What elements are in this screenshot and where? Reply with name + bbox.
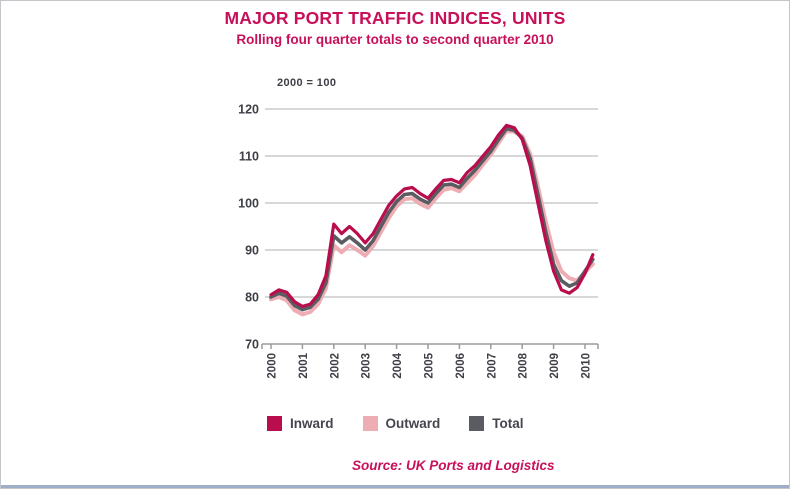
x-axis-label-2009: 2009 bbox=[549, 353, 561, 379]
y-axis-label-110: 110 bbox=[239, 150, 259, 164]
total-swatch-icon bbox=[469, 416, 485, 431]
line-chart: 70 80 90 100 110 120 2000 2001 2002 2003 2004 2005 2… bbox=[238, 103, 599, 379]
page-subtitle: Rolling four quarter totals to second qu… bbox=[236, 32, 554, 47]
plot-area: 70 80 90 100 110 120 2000 2001 2002 2003 2004 2005 2… bbox=[229, 79, 614, 414]
y-axis-label-120: 120 bbox=[238, 103, 259, 117]
x-axis-label-2004: 2004 bbox=[392, 352, 404, 378]
x-axis-label-2000: 2000 bbox=[267, 353, 279, 379]
series-line-inward bbox=[269, 123, 595, 308]
y-axis-label-100: 100 bbox=[238, 197, 259, 211]
x-axis-label-2007: 2007 bbox=[486, 353, 498, 379]
page-title: MAJOR PORT TRAFFIC INDICES, UNITS bbox=[224, 8, 566, 28]
source-text: UK Ports and Logistics bbox=[406, 458, 555, 473]
y-axis-label-70: 70 bbox=[245, 338, 259, 352]
inward-swatch-icon bbox=[267, 416, 282, 431]
legend: Inward Outward Total bbox=[267, 416, 524, 431]
source-prefix: Source: bbox=[352, 458, 403, 473]
source-line: Source: UK Ports and Logistics bbox=[352, 458, 555, 473]
y-axis-label-90: 90 bbox=[245, 244, 259, 258]
x-axis-label-2006: 2006 bbox=[455, 353, 467, 379]
bottom-accent-strip bbox=[1, 485, 789, 488]
legend-item-inward: Inward bbox=[267, 416, 334, 431]
x-axis-label-2003: 2003 bbox=[361, 353, 373, 379]
x-axis-label-2002: 2002 bbox=[329, 353, 341, 379]
legend-item-total: Total bbox=[469, 416, 524, 431]
legend-label-total: Total bbox=[492, 416, 524, 431]
x-axis-label-2001: 2001 bbox=[298, 352, 310, 378]
legend-label-outward: Outward bbox=[385, 416, 441, 431]
x-axis-label-2005: 2005 bbox=[424, 352, 436, 378]
series-line-total bbox=[269, 126, 595, 312]
legend-item-outward: Outward bbox=[362, 416, 441, 431]
outward-swatch-icon bbox=[362, 416, 378, 431]
x-axis-label-2008: 2008 bbox=[518, 352, 530, 378]
y-axis-label-80: 80 bbox=[245, 291, 259, 305]
x-axis-label-2010: 2010 bbox=[581, 353, 593, 379]
index-base-note: 2000 = 100 bbox=[277, 77, 337, 89]
legend-label-inward: Inward bbox=[290, 416, 334, 431]
